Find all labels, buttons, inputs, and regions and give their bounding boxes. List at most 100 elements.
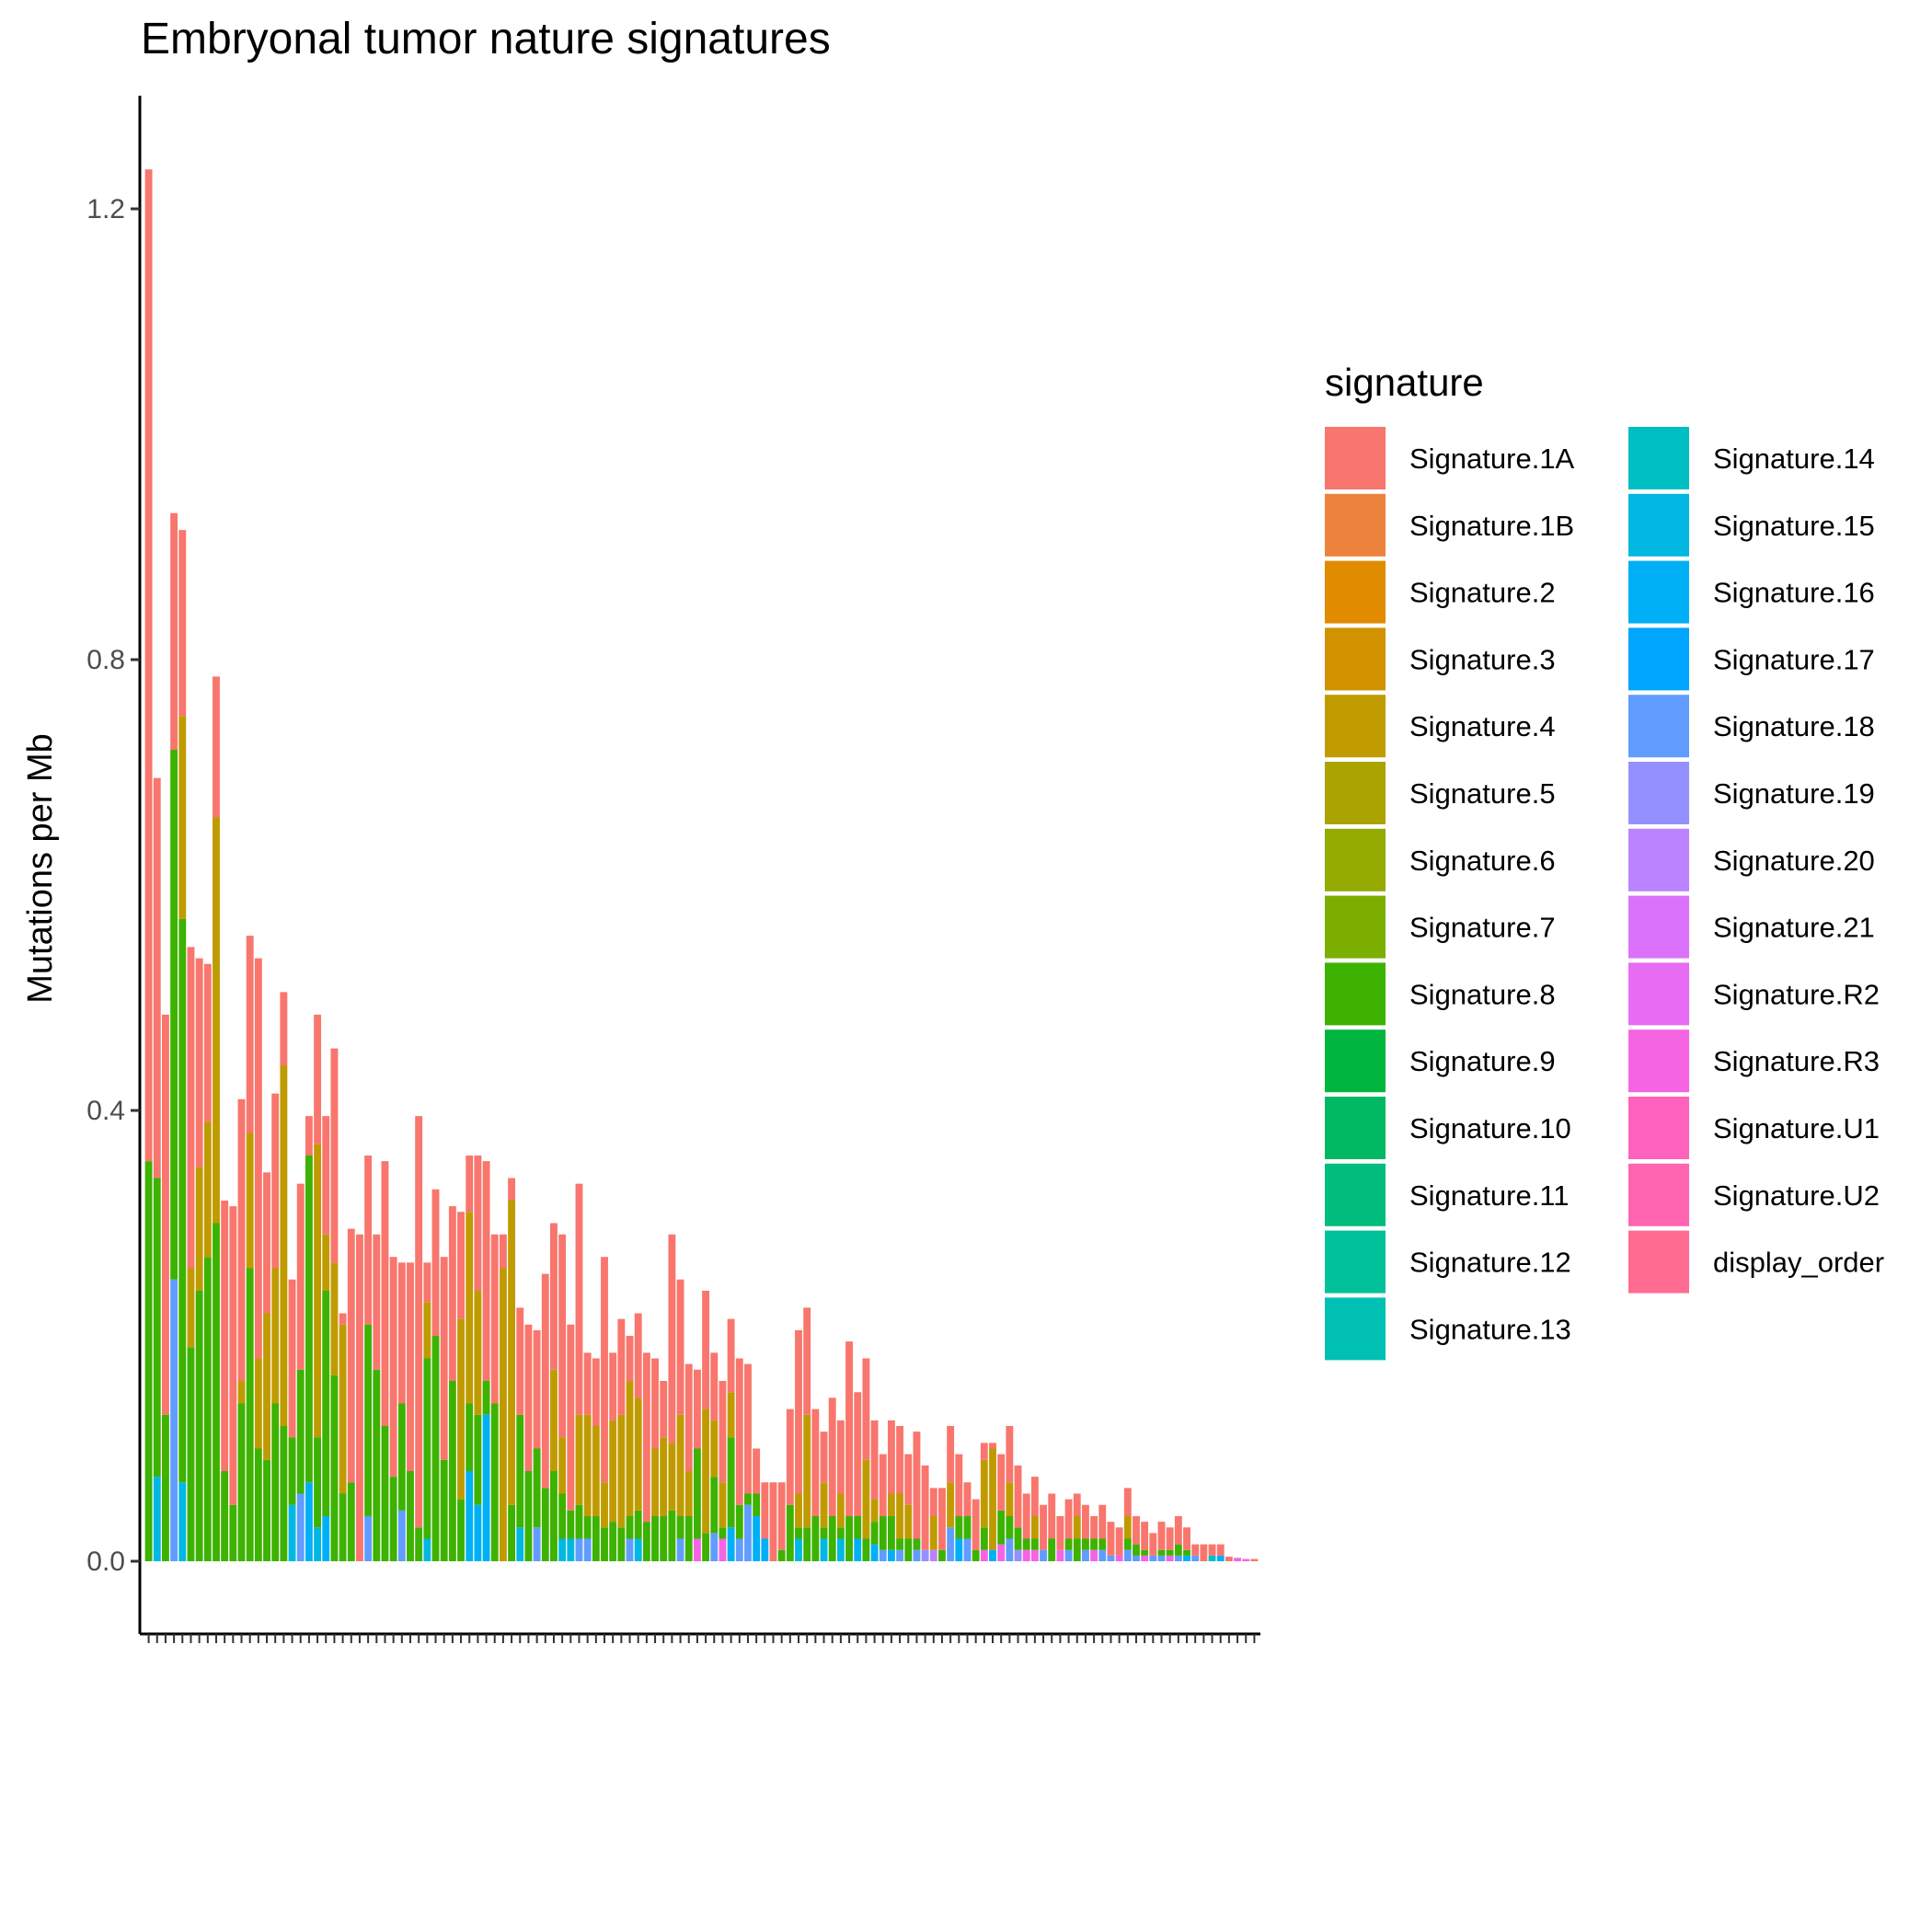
bar-segment <box>862 1538 870 1561</box>
legend-key <box>1628 1163 1689 1226</box>
bar-segment <box>490 1403 499 1561</box>
y-tick-label: 1.2 <box>86 194 125 224</box>
bar-segment <box>634 1538 642 1561</box>
bar-segment <box>854 1516 862 1539</box>
bar-stack <box>617 1318 626 1561</box>
bar-stack <box>710 1352 719 1561</box>
bar-segment <box>1014 1549 1022 1561</box>
bar-segment <box>727 1392 735 1438</box>
bar-segment <box>1123 1538 1132 1550</box>
bar-segment <box>271 1268 280 1404</box>
bar-stack <box>397 1262 406 1561</box>
bar-segment <box>1115 1555 1123 1561</box>
bar-segment <box>1081 1504 1089 1539</box>
bar-stack <box>1208 1544 1216 1561</box>
bar-segment <box>769 1482 777 1561</box>
bar-segment <box>195 1167 203 1291</box>
legend-title: signature <box>1325 361 1484 404</box>
bar-segment <box>314 1014 322 1144</box>
bar-segment <box>1090 1549 1098 1561</box>
bar-stack <box>213 676 220 1561</box>
legend: signature Signature.1ASignature.1BSignat… <box>1325 361 1884 1361</box>
bar-segment <box>305 1116 313 1156</box>
bar-segment <box>617 1414 626 1528</box>
legend-item: Signature.9 <box>1325 1029 1556 1093</box>
bar-segment <box>364 1516 373 1561</box>
legend-label: Signature.12 <box>1409 1247 1571 1279</box>
bar-stack <box>508 1178 516 1561</box>
bar-segment <box>170 512 178 750</box>
bar-segment <box>719 1482 727 1528</box>
bar-segment <box>719 1527 727 1539</box>
legend-label: Signature.R2 <box>1713 978 1880 1010</box>
bar-segment <box>246 1133 254 1269</box>
bar-stack <box>583 1352 592 1561</box>
legend-item: Signature.U2 <box>1628 1163 1880 1226</box>
legend-label: Signature.16 <box>1713 577 1875 609</box>
legend-label: Signature.U1 <box>1713 1112 1880 1144</box>
bar-segment <box>322 1116 330 1235</box>
bar-segment <box>1090 1516 1098 1539</box>
bar-stack <box>221 1201 229 1561</box>
bar-segment <box>558 1234 567 1438</box>
bar-stack <box>1166 1527 1174 1561</box>
legend-key <box>1325 762 1386 824</box>
bar-segment <box>1056 1549 1064 1561</box>
bar-segment <box>1183 1549 1190 1556</box>
bar-segment <box>296 1369 305 1494</box>
bar-segment <box>972 1499 980 1550</box>
bar-segment <box>963 1538 972 1561</box>
bar-segment <box>339 1324 347 1494</box>
bar-segment <box>558 1437 567 1494</box>
bar-segment <box>854 1538 862 1561</box>
bar-segment <box>533 1527 541 1561</box>
bar-segment <box>213 676 220 818</box>
bar-segment <box>735 1504 743 1539</box>
bar-segment <box>550 1471 558 1561</box>
bar-segment <box>397 1510 406 1561</box>
bar-segment <box>828 1516 836 1561</box>
bar-segment <box>288 1279 296 1438</box>
bar-segment <box>280 1426 288 1561</box>
bar-segment <box>575 1183 583 1415</box>
bar-segment <box>237 1098 246 1381</box>
bar-segment <box>854 1392 862 1516</box>
legend-item: Signature.U1 <box>1628 1097 1880 1159</box>
bar-segment <box>929 1516 937 1550</box>
bar-segment <box>980 1527 988 1550</box>
bar-segment <box>913 1432 921 1539</box>
bar-stack <box>322 1116 330 1561</box>
bar-stack <box>263 1172 270 1561</box>
bar-segment <box>1208 1544 1216 1556</box>
bar-segment <box>330 1262 339 1375</box>
bar-segment <box>381 1161 389 1426</box>
bar-segment <box>144 169 153 1162</box>
bar-stack <box>516 1307 524 1561</box>
bar-stack <box>431 1189 440 1561</box>
bar-stack <box>558 1234 567 1561</box>
chart-title: Embryonal tumor nature signatures <box>141 15 831 63</box>
bar-stack <box>381 1161 389 1561</box>
bar-segment <box>963 1516 972 1539</box>
bar-segment <box>955 1538 963 1561</box>
bar-segment <box>296 1183 305 1370</box>
bar-segment <box>423 1262 431 1303</box>
bar-segment <box>558 1538 567 1561</box>
bar-segment <box>1006 1426 1014 1483</box>
bar-segment <box>389 1257 397 1478</box>
bar-segment <box>1022 1549 1030 1561</box>
bar-segment <box>1225 1557 1233 1561</box>
bar-segment <box>592 1426 600 1516</box>
bar-stack <box>727 1318 735 1561</box>
bar-segment <box>330 1374 339 1561</box>
bar-stack <box>271 1093 280 1561</box>
bar-segment <box>744 1504 752 1561</box>
bar-segment <box>727 1318 735 1393</box>
bar-stack <box>753 1448 761 1561</box>
bar-segment <box>448 1381 456 1561</box>
legend-item: Signature.11 <box>1325 1163 1570 1226</box>
bar-segment <box>254 1358 262 1449</box>
bar-segment <box>330 1048 339 1263</box>
bar-stack <box>161 1014 169 1561</box>
bar-segment <box>482 1381 490 1415</box>
